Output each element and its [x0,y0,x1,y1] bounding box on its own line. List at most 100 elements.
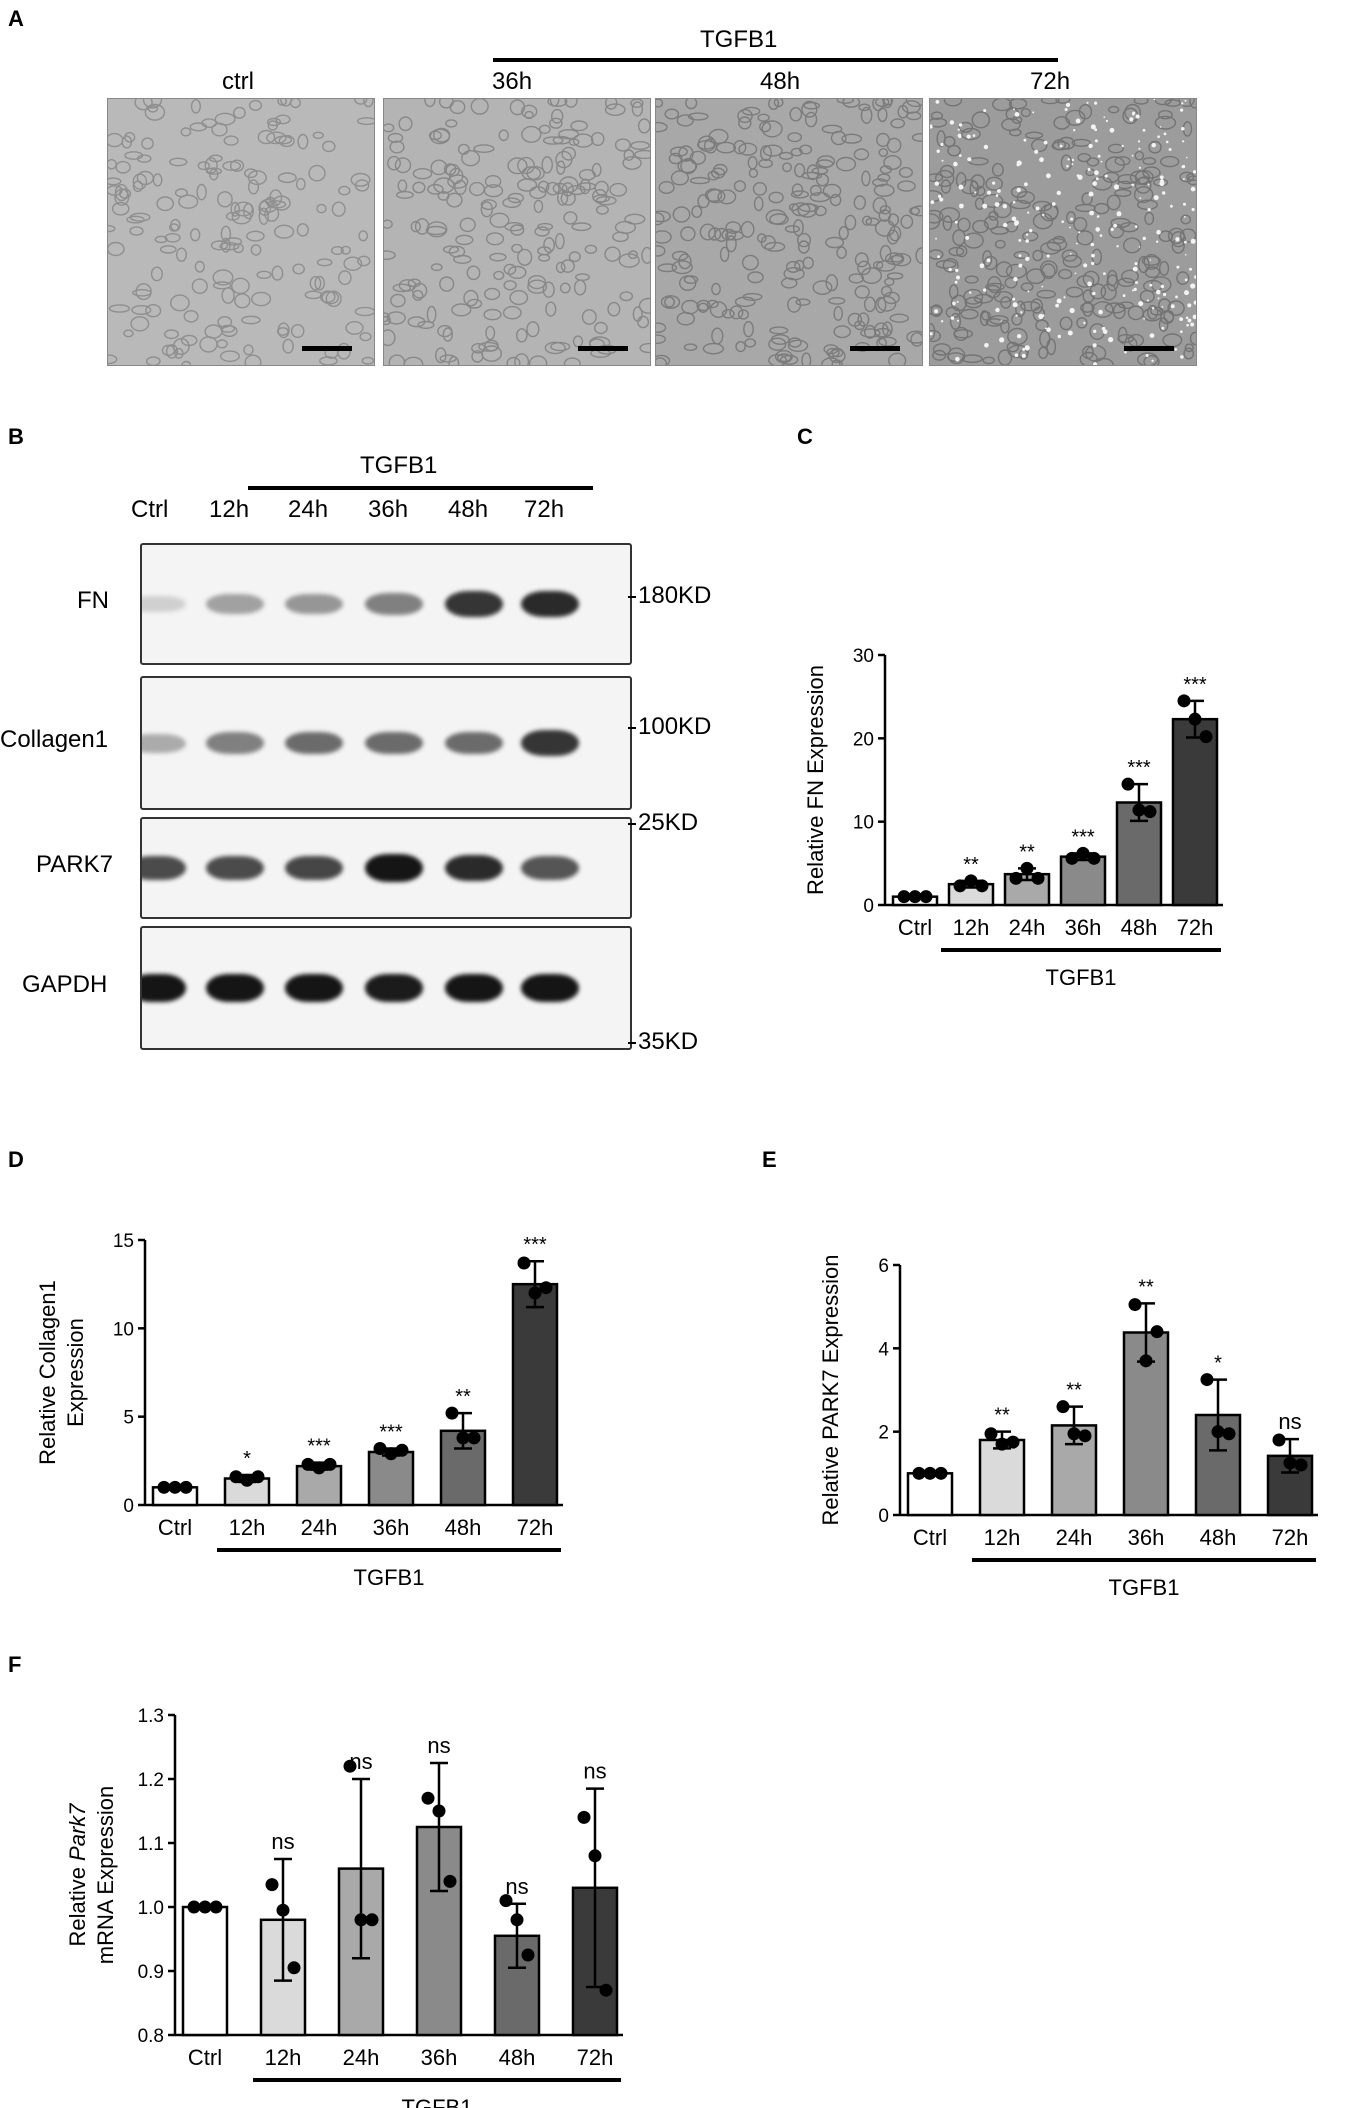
blot-band [365,974,423,1002]
category-label: 24h [1009,915,1046,940]
scale-bar [578,346,628,351]
scale-bar [850,346,900,351]
data-point [301,1457,315,1471]
data-point [1132,803,1146,817]
significance-label: ** [1019,841,1035,863]
category-label: 36h [373,1515,410,1540]
significance-label: ns [1278,1409,1301,1434]
panel-f-label: F [8,1652,22,1677]
blot-band [445,854,503,882]
significance-label: ** [994,1405,1010,1427]
data-point [1020,861,1034,875]
data-point [577,1810,591,1824]
data-point [240,1473,254,1487]
blot-strip [140,926,632,1050]
blot-band [521,730,579,756]
data-point [179,1480,193,1494]
blot-band [365,731,423,755]
blot-band [206,732,264,754]
blot-protein-label: FN [77,587,109,614]
blot-band [521,856,579,880]
significance-label: * [243,1448,251,1470]
data-point [912,1466,926,1480]
data-point [1006,1435,1020,1449]
blot-band [142,974,186,1002]
category-label: Ctrl [898,915,932,940]
y-tick-label: 0.8 [138,2026,164,2047]
data-point [187,1900,201,1914]
y-tick-label: 20 [853,729,874,750]
data-point [432,1804,446,1818]
significance-label: ** [1138,1276,1154,1298]
blot-band [142,733,186,753]
data-point [953,879,967,893]
data-point [265,1878,279,1892]
blot-strip [140,817,632,919]
lane-label: 24h [288,496,329,523]
category-label: 12h [984,1525,1021,1550]
y-axis-label: Expression [63,1318,88,1427]
blot-strip [140,676,632,810]
data-point [528,1286,542,1300]
category-label: 12h [953,915,990,940]
panel-b-label: B [8,424,24,449]
category-label: 24h [1056,1525,1093,1550]
data-point [1031,871,1045,885]
data-point [995,1437,1009,1451]
significance-label: *** [523,1234,547,1256]
category-label: 24h [343,2045,380,2070]
blot-protein-label: PARK7 [36,851,113,878]
data-point [373,1441,387,1455]
data-point [1121,777,1135,791]
lane-label: 36h [368,496,409,523]
category-label: 72h [1272,1525,1309,1550]
micrograph-72h [929,98,1197,366]
data-point [395,1443,409,1457]
significance-label: *** [307,1436,331,1458]
data-point [908,890,922,904]
category-label: 12h [265,2045,302,2070]
data-point [1272,1433,1286,1447]
blot-strip [140,543,632,665]
category-label: 72h [577,2045,614,2070]
data-point [287,1961,301,1975]
data-point [456,1431,470,1445]
data-point [1128,1298,1142,1312]
blot-band [365,854,423,882]
marker-tick [628,823,636,825]
molecular-weight-marker: 180KD [638,582,712,609]
data-point [919,890,933,904]
significance-label: ** [1066,1380,1082,1402]
category-label: Ctrl [188,2045,222,2070]
group-label: TGFB1 [1046,965,1117,990]
blot-band [206,594,264,614]
blot-band [445,974,503,1002]
bar [1171,717,1219,907]
panel-c-label: C [797,424,813,449]
panel-a-treatment-bar [493,58,1058,62]
data-point [1076,846,1090,860]
y-tick-label: 1.1 [138,1834,164,1855]
micrograph-36h [383,98,651,366]
category-label: 36h [1065,915,1102,940]
data-point [1087,851,1101,865]
y-tick-label: 10 [113,1319,134,1340]
data-point [1009,871,1023,885]
data-point [1222,1427,1236,1441]
data-point [599,1983,613,1997]
scale-bar [1124,346,1174,351]
blot-protein-label: GAPDH [22,971,108,998]
panel-b-treatment-bar [248,486,593,490]
panel-a-label-72h: 72h [1030,68,1071,95]
blot-band [445,731,503,755]
significance-label: *** [1071,826,1095,848]
data-point [975,879,989,893]
lane-label: Ctrl [131,496,169,523]
significance-label: ns [583,1759,606,1784]
panel-a-label: A [8,6,24,31]
group-label: TGFB1 [402,2095,473,2108]
data-point [229,1470,243,1484]
y-tick-label: 0 [863,896,874,917]
bar [978,1438,1026,1517]
category-label: 72h [517,1515,554,1540]
